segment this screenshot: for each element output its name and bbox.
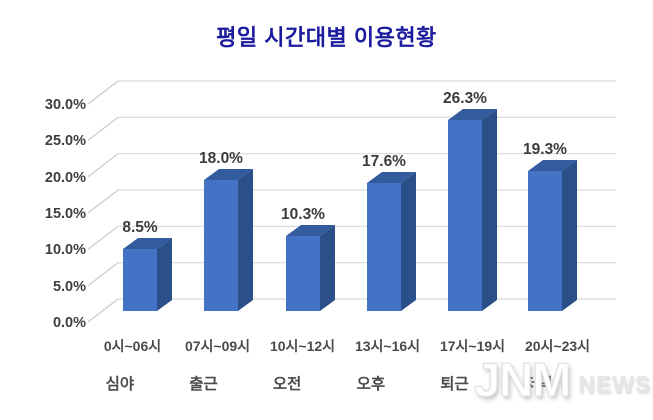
bar-front-face bbox=[123, 249, 157, 311]
bar: 8.5% bbox=[122, 219, 172, 311]
bar-value-label: 19.3% bbox=[523, 141, 567, 158]
bar-top-face bbox=[367, 172, 416, 183]
x-axis-time-labels: 0시~06시 07시~09시 10시~12시 13시~16시 17시~19시 2… bbox=[90, 336, 600, 356]
x-axis-group-label: 심야 bbox=[105, 376, 135, 393]
bar-front-face bbox=[528, 171, 562, 311]
bar-side-face bbox=[157, 238, 172, 311]
axis-depth-tick bbox=[87, 262, 119, 287]
bar-value-label: 17.6% bbox=[362, 153, 406, 170]
x-axis-label: 17시~19시 bbox=[439, 338, 506, 354]
x-axis-label: 0시~06시 bbox=[103, 338, 162, 354]
bar-top-face bbox=[123, 238, 172, 249]
x-axis-group-label: 오전 bbox=[272, 376, 302, 393]
bar-top-face bbox=[448, 109, 497, 120]
x-axis-group-label: 퇴근 bbox=[440, 376, 469, 393]
axis-depth-tick bbox=[87, 189, 119, 214]
bar-side-face bbox=[401, 172, 416, 311]
axis-depth-tick bbox=[87, 116, 119, 141]
y-axis-tick-label: 10.0% bbox=[45, 242, 86, 258]
bar-top-face bbox=[204, 169, 253, 180]
y-axis-tick-label: 20.0% bbox=[45, 170, 86, 186]
bar-value-label: 26.3% bbox=[443, 90, 487, 107]
bar-front-face bbox=[204, 180, 238, 311]
bar-value-label: 10.3% bbox=[281, 206, 325, 223]
bar-side-face bbox=[482, 109, 497, 311]
axis-depth-tick bbox=[87, 80, 119, 105]
x-axis-group-label: 오후 bbox=[356, 376, 386, 393]
bar-side-face bbox=[320, 225, 335, 311]
y-axis-tick-label: 30.0% bbox=[45, 97, 86, 113]
axis-depth-tick bbox=[87, 225, 119, 250]
axis-depth-tick bbox=[87, 153, 119, 178]
bar-front-face bbox=[286, 236, 320, 311]
bar-value-label: 8.5% bbox=[122, 219, 158, 236]
axis-depth-ticks bbox=[87, 80, 119, 323]
y-axis-tick-label: 25.0% bbox=[45, 133, 86, 149]
bar-front-face bbox=[367, 183, 401, 311]
bar-value-label: 18.0% bbox=[199, 150, 243, 167]
x-axis-label: 07시~09시 bbox=[184, 338, 251, 354]
axis-depth-tick bbox=[87, 298, 119, 323]
bar: 18.0% bbox=[199, 150, 253, 311]
x-axis-label: 20시~23시 bbox=[524, 338, 591, 354]
x-axis-label: 13시~16시 bbox=[354, 338, 421, 354]
bar: 17.6% bbox=[362, 153, 416, 311]
bar: 19.3% bbox=[523, 141, 577, 311]
y-axis-tick-label: 15.0% bbox=[45, 206, 86, 222]
bar-side-face bbox=[238, 169, 253, 311]
bar-side-face bbox=[562, 160, 577, 311]
x-axis-group-label: 출근 bbox=[189, 376, 218, 393]
bar-front-face bbox=[448, 120, 482, 311]
y-axis: 30.0% 25.0% 20.0% 15.0% 10.0% 5.0% 0.0% bbox=[45, 97, 86, 331]
bar-top-face bbox=[528, 160, 577, 171]
bar-top-face bbox=[286, 225, 335, 236]
x-axis-label: 10시~12시 bbox=[269, 338, 336, 354]
x-axis-group-label: 저녁 bbox=[523, 376, 553, 393]
x-axis-group-labels: 심야 출근 오전 오후 퇴근 저녁 bbox=[78, 372, 580, 394]
bar: 26.3% bbox=[443, 90, 497, 311]
y-axis-tick-label: 0.0% bbox=[53, 315, 86, 331]
y-axis-tick-label: 5.0% bbox=[53, 279, 86, 295]
chart-title: 평일 시간대별 이용현황 bbox=[216, 25, 437, 50]
bar: 10.3% bbox=[281, 206, 335, 311]
bars: 8.5% 18.0% 10.3% 17.6% bbox=[122, 90, 577, 311]
